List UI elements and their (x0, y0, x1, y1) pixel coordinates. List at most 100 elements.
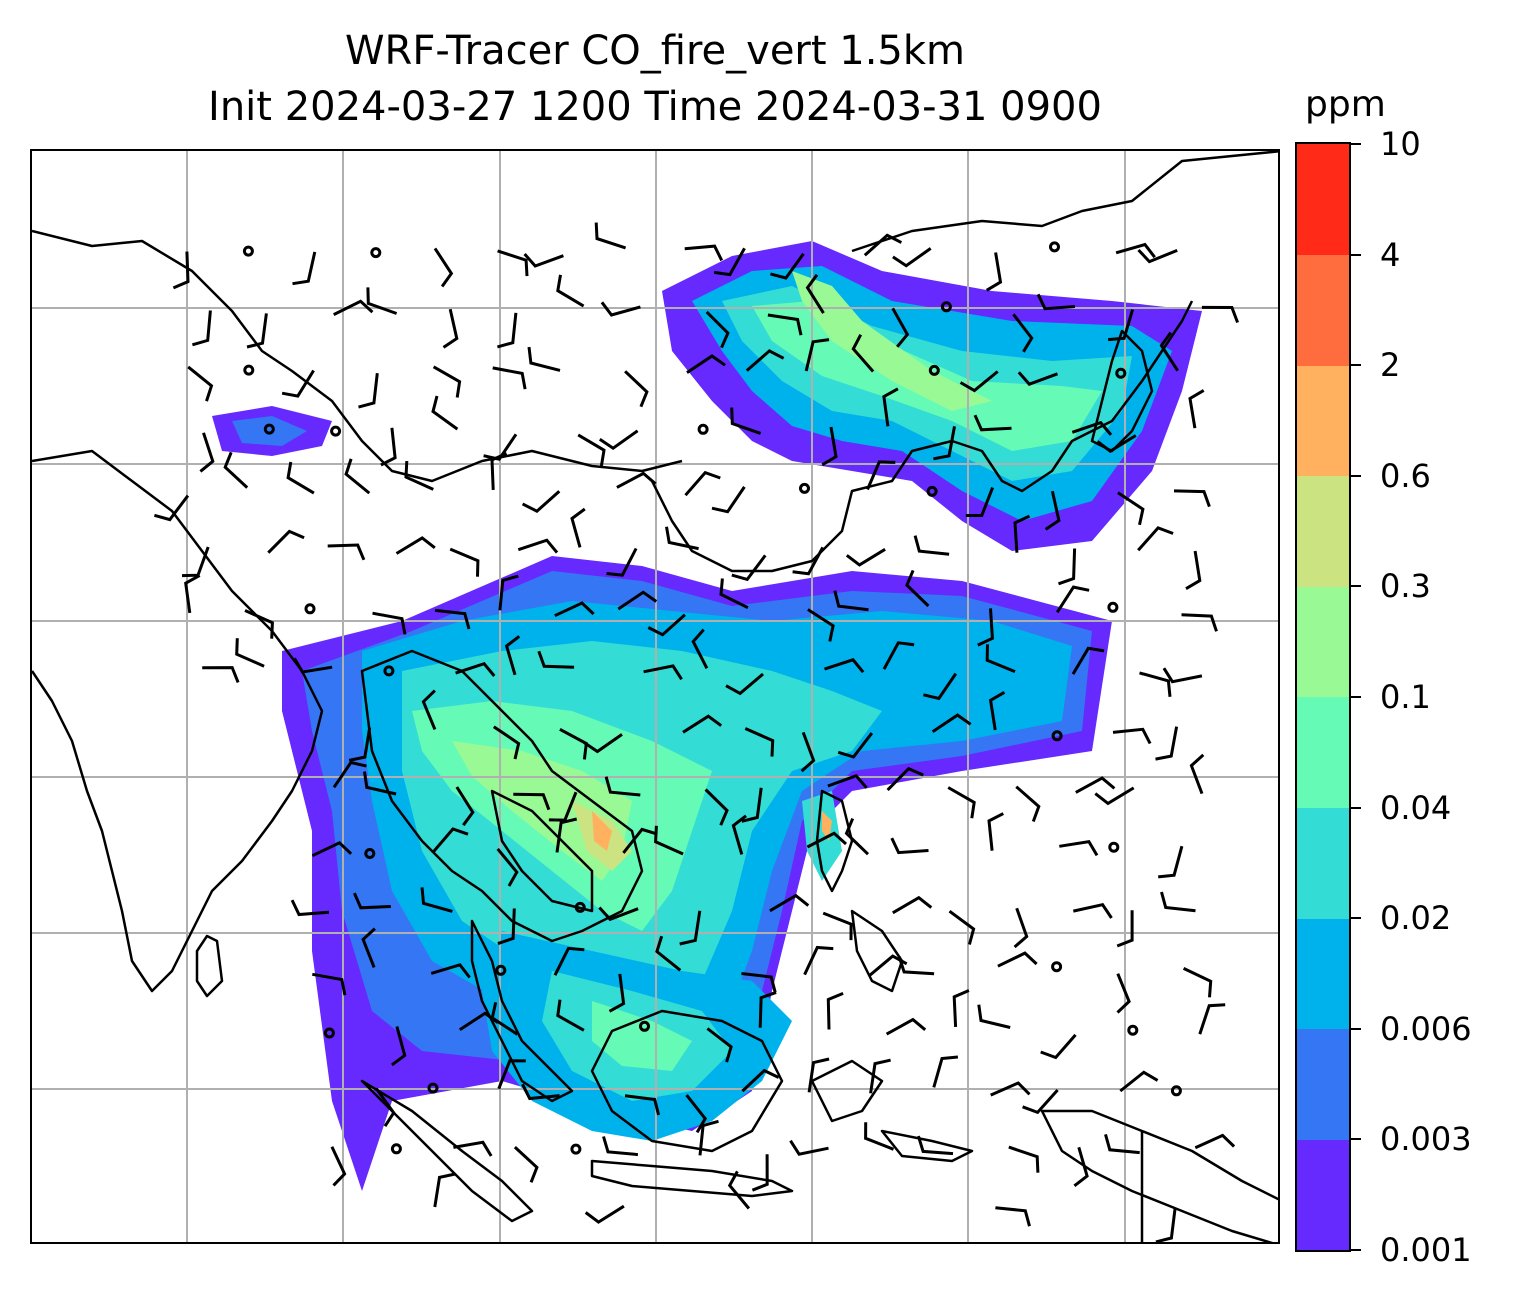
wind-barb (292, 251, 317, 286)
coastline (1040, 1109, 1278, 1242)
wind-barb (1201, 305, 1240, 324)
wind-barb (598, 906, 639, 922)
calm-wind-circle (574, 901, 586, 913)
map-panel (30, 149, 1280, 1244)
wind-barb (617, 590, 658, 611)
wind-barb (731, 554, 767, 582)
wind-barb (584, 1204, 625, 1224)
wind-barb (933, 426, 956, 461)
wind-barb (965, 487, 994, 517)
colorbar-segment (1297, 475, 1349, 587)
wind-barb (684, 244, 724, 262)
wind-barb (864, 1122, 895, 1151)
colorbar-tick (1351, 474, 1361, 477)
wind-barb (1044, 490, 1061, 531)
wind-barb (643, 664, 683, 681)
wind-barb (433, 247, 454, 288)
wind-barb (684, 470, 721, 497)
wind-barb (1055, 585, 1090, 614)
coastline (32, 229, 683, 483)
wind-barb (1137, 526, 1174, 552)
wind-barb (882, 641, 915, 670)
wind-barb (807, 1057, 830, 1093)
wind-barb (948, 909, 976, 945)
wind-barb (1198, 1003, 1226, 1035)
wind-barb (513, 1145, 539, 1183)
colorbar-tick (1351, 143, 1361, 145)
wind-barb (698, 1119, 719, 1156)
wind-barb (497, 249, 529, 277)
wind-barb (905, 569, 930, 608)
wind-barb (327, 543, 366, 561)
wind-barb (997, 951, 1038, 968)
colorbar-unit: ppm (1305, 84, 1386, 125)
calm-wind-circle (242, 245, 254, 257)
wind-barb (844, 818, 870, 856)
wind-barb (521, 1083, 560, 1101)
coastline (850, 909, 904, 993)
wind-barb (655, 935, 682, 972)
wind-barb (916, 1135, 954, 1156)
wind-barb (679, 910, 702, 946)
wind-barb (973, 414, 1012, 432)
wind-barb (1096, 434, 1137, 454)
wind-barb (804, 338, 830, 372)
wind-barb (977, 608, 994, 647)
calm-wind-circle (940, 301, 952, 313)
calm-wind-circle (1107, 601, 1119, 613)
wind-barb (344, 458, 371, 495)
coastline (32, 449, 324, 993)
wind-barb (711, 486, 746, 514)
wind-barb (244, 609, 274, 639)
wind-barb (497, 1059, 526, 1090)
tracer-plume (792, 271, 992, 411)
wind-barb (1058, 548, 1077, 586)
wind-barb (374, 1087, 396, 1128)
wind-barb (604, 776, 641, 797)
wind-barb (891, 307, 910, 348)
wind-barb (886, 766, 924, 792)
calm-wind-circle (799, 482, 810, 494)
colorbar-tick (1351, 585, 1361, 588)
wind-barb (624, 1094, 661, 1116)
calm-wind-circle (243, 364, 255, 376)
calm-wind-circle (697, 423, 709, 435)
wind-barb (527, 346, 561, 372)
wind-barb (366, 287, 398, 315)
wind-barb (833, 590, 869, 612)
wind-barb (727, 1170, 751, 1210)
wind-barbs (153, 222, 1240, 1242)
coastline (880, 1129, 974, 1163)
colorbar-tick-label: 0.001 (1380, 1231, 1472, 1269)
wind-barb (184, 574, 201, 614)
wind-barb (513, 792, 551, 811)
wind-barb (199, 432, 215, 473)
wind-barb (332, 760, 367, 789)
wind-barb (521, 490, 561, 514)
colorbar-segment (1297, 254, 1349, 366)
wind-barb (434, 608, 471, 630)
wind-barb (822, 911, 853, 941)
wind-barb (758, 990, 777, 1028)
wind-barb (492, 366, 527, 390)
wind-barb (172, 251, 190, 290)
calm-wind-circle (370, 247, 382, 259)
wind-barb (704, 788, 729, 826)
wind-barb (372, 611, 407, 635)
wind-barb (741, 1068, 780, 1093)
wind-barb (1008, 1145, 1040, 1173)
wind-barb (1115, 242, 1156, 259)
wind-barb (420, 887, 453, 913)
wind-barb (827, 774, 868, 789)
wind-barb (594, 222, 627, 250)
wind-barb (1185, 550, 1202, 590)
colorbar-tick (1351, 364, 1361, 367)
wind-barb (553, 946, 585, 976)
calm-wind-circle (1108, 841, 1120, 853)
wind-barb (959, 370, 999, 393)
wind-barb (504, 635, 521, 676)
wind-barb (990, 1081, 1031, 1097)
colorbar-tick (1351, 696, 1361, 698)
wind-barb (583, 733, 623, 754)
wind-barb (1116, 973, 1131, 1014)
